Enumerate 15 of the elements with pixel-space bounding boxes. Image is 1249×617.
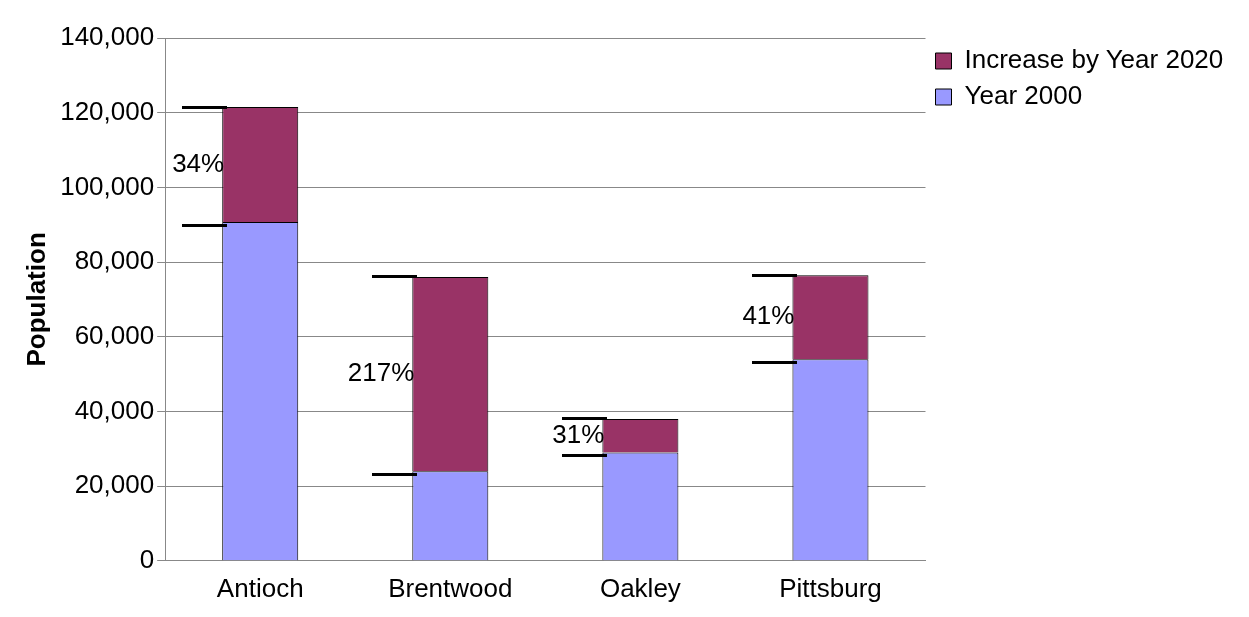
y-axis-title: Population: [20, 232, 51, 367]
y-tick-label: 120,000: [60, 95, 155, 126]
y-tick-label: 40,000: [74, 394, 155, 425]
y-tick-label: 20,000: [74, 469, 155, 500]
y-tick-label: 80,000: [74, 245, 155, 276]
x-tick-label: Brentwood: [388, 572, 513, 603]
x-tick-label: Antioch: [216, 572, 304, 603]
legend-label: Year 2000: [964, 80, 1083, 111]
x-tick-label: Oakley: [599, 572, 681, 603]
y-tick-label: 60,000: [74, 319, 155, 350]
legend-label: Increase by Year 2020: [964, 44, 1224, 75]
y-tick-label: 0: [139, 543, 155, 574]
y-tick-label: 100,000: [60, 170, 155, 201]
x-tick-label: Pittsburg: [779, 572, 882, 603]
y-tick-label: 140,000: [60, 21, 155, 52]
